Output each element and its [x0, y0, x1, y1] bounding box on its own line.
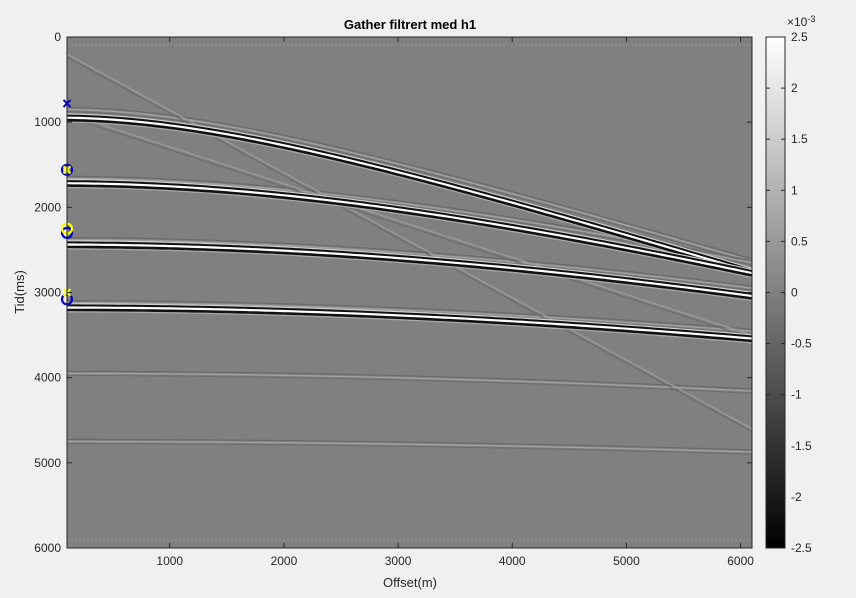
weak-event-dark	[67, 300, 752, 330]
colorbar-ticks: 2.5 2 1.5 1 0.5 0 -0.5 -1 -1.5 -2 -2.5	[766, 30, 812, 555]
weak-event-dark-2	[67, 111, 752, 264]
colorbar-tick-label: -2	[791, 490, 802, 504]
plot-background	[67, 37, 752, 548]
strong-event-peak	[67, 243, 752, 298]
chart-title: Gather filtrert med h1	[344, 17, 476, 32]
plot-area[interactable]	[60, 36, 753, 549]
strong-event-tail	[67, 187, 752, 279]
colorbar-tick-label: -2.5	[791, 541, 812, 555]
x-tick-label: 2000	[271, 554, 298, 568]
y-tick-label: 2000	[34, 200, 61, 214]
strong-event-tail	[67, 121, 752, 278]
strong-event-trough	[67, 241, 752, 296]
strong-event-trough	[67, 304, 752, 338]
x-axis: 1000 2000 3000 4000 5000 6000	[156, 37, 754, 568]
colorbar-tick-label: -1.5	[791, 439, 812, 453]
x-tick-label: 6000	[727, 554, 754, 568]
strong-event-tail	[67, 311, 752, 344]
colorbar-tick-label: -0.5	[791, 337, 812, 351]
strong-event-tail	[67, 248, 752, 301]
weak-event-dark	[67, 438, 752, 451]
x-axis-label: Offset(m)	[383, 575, 437, 590]
strong-event-trough-2	[67, 118, 752, 276]
x-tick-label: 5000	[613, 554, 640, 568]
y-tick-label: 1000	[34, 115, 61, 129]
weak-event-light	[67, 302, 752, 333]
linear-event-dark	[67, 56, 752, 433]
y-tick-label: 5000	[34, 456, 61, 470]
colorbar-tick-label: 0.5	[791, 234, 808, 248]
weak-event-dark-2	[67, 443, 752, 455]
strong-event-trough	[67, 180, 752, 273]
x-tick-label: 4000	[499, 554, 526, 568]
colorbar-base: ×10	[787, 15, 808, 29]
strong-event-halo	[67, 178, 752, 271]
strong-event-peak	[67, 306, 752, 341]
linear-event-light	[67, 113, 752, 336]
x-tick-label: 3000	[385, 554, 412, 568]
weak-event-light	[67, 239, 752, 289]
colorbar-tick-label: 1	[791, 183, 798, 197]
strong-event-peak	[67, 182, 752, 275]
weak-event-dark-2	[67, 374, 752, 394]
strong-event-trough-2	[67, 308, 752, 343]
linear-event-dark	[67, 116, 752, 339]
strong-event-halo	[67, 240, 752, 294]
weak-event-light	[67, 440, 752, 453]
colorbar-tick-label: 2.5	[791, 30, 808, 44]
colorbar-tick-label: 2	[791, 81, 798, 95]
strong-event-trough-2	[67, 245, 752, 300]
colorbar-exponent: -3	[807, 14, 815, 24]
y-tick-label: 4000	[34, 371, 61, 385]
weak-event-dark	[67, 237, 752, 287]
colorbar: 2.5 2 1.5 1 0.5 0 -0.5 -1 -1.5 -2 -2.5 ×10-3	[765, 14, 815, 555]
colorbar-tick-label: 1.5	[791, 132, 808, 146]
colorbar-tick-label: 0	[791, 286, 798, 300]
y-axis-label: Tid(ms)	[12, 270, 27, 314]
strong-event-peak	[67, 116, 752, 274]
y-tick-label: 6000	[34, 541, 61, 555]
linear-event-light	[67, 53, 752, 430]
strong-event-trough	[67, 114, 752, 272]
y-axis: 0 1000 2000 3000 4000 5000 6000	[34, 30, 752, 555]
y-tick-label: 0	[54, 30, 61, 44]
colorbar-tick-label: -1	[791, 388, 802, 402]
strong-event-halo	[67, 303, 752, 336]
x-tick-label: 1000	[156, 554, 183, 568]
colorbar-multiplier: ×10-3	[787, 14, 815, 29]
strong-event-halo	[67, 113, 752, 270]
weak-event-dark	[67, 370, 752, 390]
seismic-events	[67, 53, 752, 455]
weak-event-light	[67, 372, 752, 392]
strong-event-trough-2	[67, 184, 752, 277]
y-tick-label: 3000	[34, 286, 61, 300]
